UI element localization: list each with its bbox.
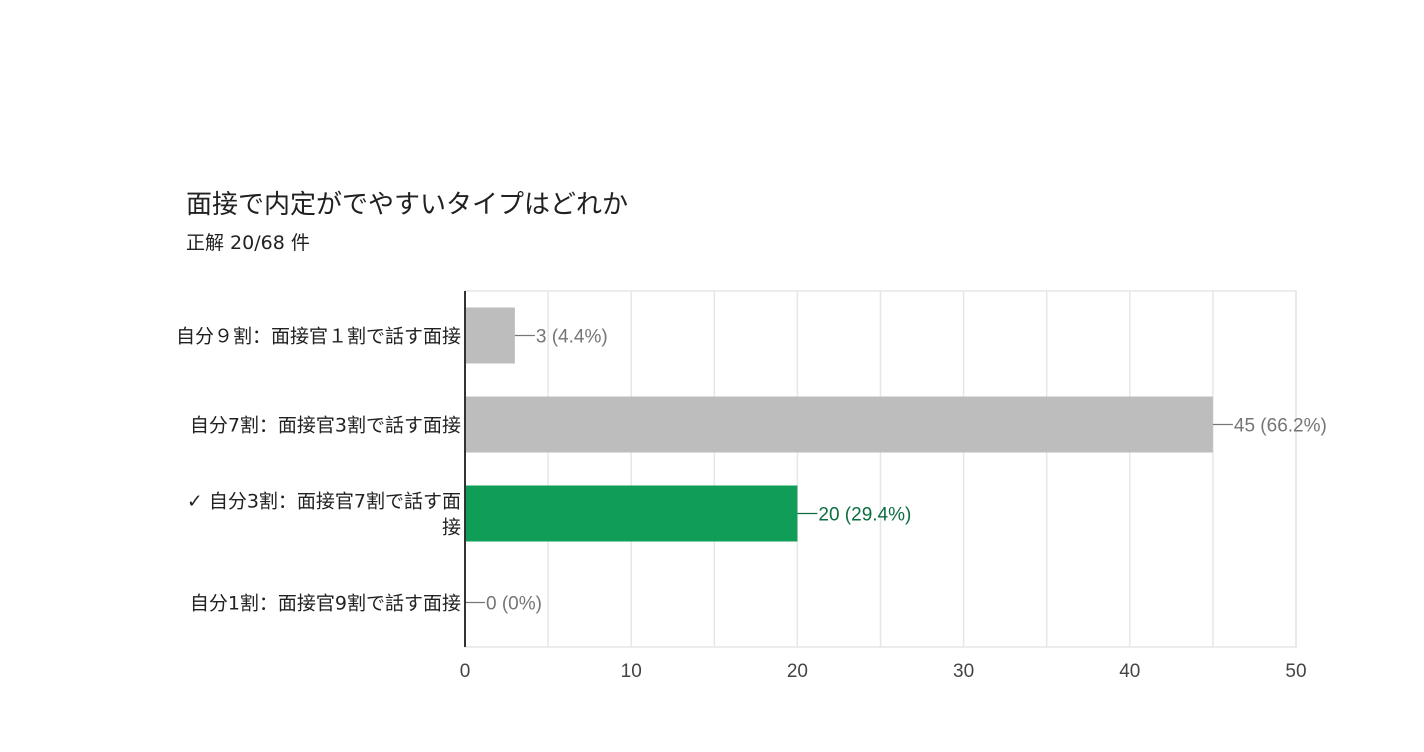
value-label: 3 (4.4%) (536, 327, 608, 348)
x-tick-label: 40 (1119, 661, 1140, 682)
chart-subtitle: 正解 20/68 件 (186, 232, 310, 254)
value-label: 45 (66.2%) (1234, 416, 1327, 437)
value-label: 0 (0%) (486, 594, 542, 615)
category-label: 自分９割：面接官１割で話す面接 (176, 326, 461, 348)
bar (465, 307, 515, 364)
chart-title: 面接で内定がでやすいタイプはどれか (186, 190, 629, 220)
category-label: ✓ 自分3割：面接官7割で話す面接 (187, 491, 461, 539)
category-label: 自分7割：面接官3割で話す面接 (190, 415, 461, 437)
value-label: 20 (29.4%) (818, 505, 911, 526)
x-tick-label: 0 (460, 661, 471, 682)
x-tick-label: 20 (787, 661, 808, 682)
category-label: 自分1割：面接官9割で話す面接 (190, 593, 461, 615)
x-tick-label: 30 (953, 661, 974, 682)
x-tick-label: 10 (621, 661, 642, 682)
x-tick-label: 50 (1285, 661, 1306, 682)
bar (465, 396, 1213, 453)
bar (465, 485, 798, 542)
